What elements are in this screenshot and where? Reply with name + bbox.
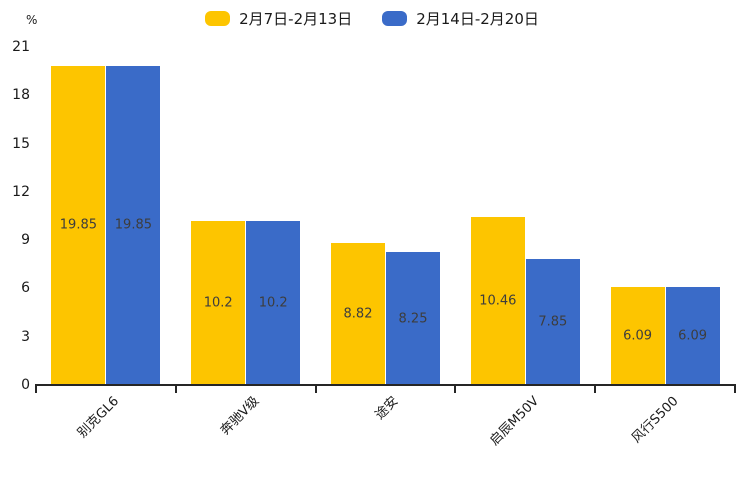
bar: 8.82 <box>331 243 385 385</box>
x-axis-tick <box>734 384 736 393</box>
bar: 8.25 <box>386 252 440 385</box>
bar: 6.09 <box>610 286 665 385</box>
bar: 19.85 <box>51 65 106 385</box>
y-tick-label: 12 <box>12 183 30 200</box>
legend-label-week1: 2月7日-2月13日 <box>239 10 353 28</box>
bar-value-label: 7.85 <box>538 314 568 330</box>
x-axis-tick <box>174 384 177 393</box>
y-tick-label: 6 <box>21 280 30 297</box>
bar: 10.2 <box>246 220 301 385</box>
y-tick-label: 0 <box>21 377 30 393</box>
bar-value-label: 10.2 <box>258 295 288 311</box>
y-tick-label: 9 <box>21 232 30 249</box>
y-tick-label: 18 <box>12 87 30 104</box>
y-tick-label: 21 <box>12 39 30 55</box>
x-axis-tick <box>35 384 37 393</box>
legend-item-week1: 2月7日-2月13日 <box>205 8 352 29</box>
y-tick-label: 15 <box>12 135 30 152</box>
x-axis-tick <box>454 384 457 393</box>
bar-value-label: 6.09 <box>678 328 708 344</box>
bar: 6.09 <box>665 286 720 385</box>
bar: 19.85 <box>106 65 161 385</box>
x-axis-tick <box>594 384 597 393</box>
bar: 7.85 <box>525 258 580 385</box>
bar-value-label: 6.09 <box>623 328 653 344</box>
bar-value-label: 19.85 <box>59 217 97 233</box>
bar-value-label: 19.85 <box>114 217 152 233</box>
legend-swatch-week1 <box>205 11 231 26</box>
bar-value-label: 10.46 <box>479 293 517 309</box>
y-tick-label: 3 <box>21 328 30 345</box>
bar-value-label: 8.25 <box>398 311 428 327</box>
bar: 10.2 <box>191 220 246 385</box>
x-axis-tick <box>314 384 317 393</box>
bar-value-label: 10.2 <box>203 295 233 311</box>
legend-item-week2: 2月14日-2月20日 <box>382 8 539 29</box>
legend: 2月7日-2月13日 2月14日-2月20日 <box>0 8 744 29</box>
bar: 10.46 <box>470 216 525 385</box>
legend-swatch-week2 <box>382 11 408 26</box>
y-axis-unit-label: % <box>26 13 38 27</box>
bar-value-label: 8.82 <box>343 306 373 322</box>
legend-label-week2: 2月14日-2月20日 <box>416 10 539 28</box>
x-axis-line <box>36 384 735 386</box>
